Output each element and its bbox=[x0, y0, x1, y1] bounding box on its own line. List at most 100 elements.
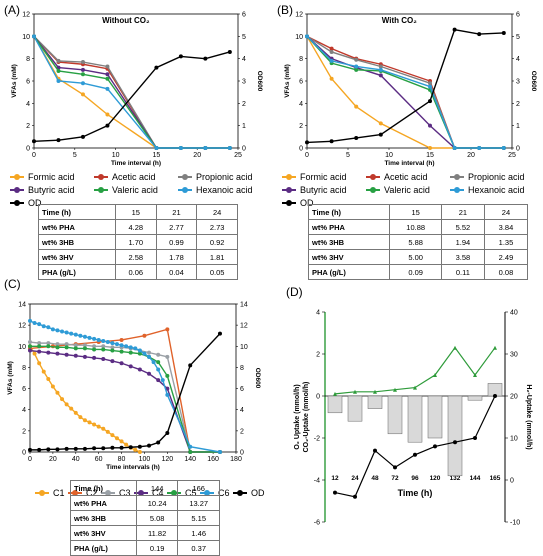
legend-label: OD bbox=[251, 488, 265, 498]
series-line-od bbox=[33, 51, 231, 142]
data-point bbox=[110, 345, 115, 350]
table-cell: 3.84 bbox=[483, 219, 529, 235]
data-point bbox=[227, 49, 232, 54]
table-row: wt% PHA 10.88 5.52 3.84 bbox=[307, 219, 529, 235]
y-tick-label: 0 bbox=[299, 146, 303, 153]
table-cell: 24 bbox=[483, 204, 529, 220]
data-point bbox=[373, 448, 377, 453]
legend-label: Valeric acid bbox=[112, 185, 158, 195]
bar bbox=[447, 395, 463, 477]
bar bbox=[467, 395, 483, 401]
data-point bbox=[154, 65, 159, 70]
data-point bbox=[137, 351, 142, 356]
data-point bbox=[329, 46, 334, 51]
table-cell: 5.08 bbox=[135, 510, 179, 526]
data-point bbox=[119, 343, 124, 348]
y2-tick-label: 2 bbox=[516, 101, 520, 108]
y2-tick-label: 10 bbox=[510, 436, 518, 443]
data-point bbox=[101, 356, 106, 361]
y2-tick-label: 6 bbox=[242, 12, 246, 19]
data-point bbox=[46, 377, 51, 382]
table-cell: 0.05 bbox=[196, 264, 238, 280]
data-point bbox=[110, 348, 115, 353]
y2-tick-label: 14 bbox=[240, 302, 248, 309]
data-point bbox=[156, 360, 161, 365]
data-point bbox=[114, 436, 119, 441]
data-point bbox=[41, 324, 46, 329]
table-cell: PHA (g/L) bbox=[70, 540, 137, 556]
data-point bbox=[80, 92, 85, 97]
y-tick-label: 2 bbox=[22, 428, 26, 435]
data-point bbox=[73, 346, 78, 351]
data-point bbox=[101, 426, 106, 431]
data-point bbox=[160, 378, 165, 383]
table-cell: 0.37 bbox=[177, 540, 220, 556]
data-point bbox=[64, 345, 69, 350]
y2-tick-label: 1 bbox=[242, 123, 246, 130]
legend-item: Acetic acid bbox=[94, 172, 156, 182]
table-cell: wt% PHA bbox=[38, 219, 116, 235]
pha-table-b: Time (h) 15 21 24 wt% PHA 10.88 5.52 3.84 wt% 3H… bbox=[307, 204, 529, 280]
table-cell: 5.15 bbox=[177, 510, 220, 526]
data-point bbox=[56, 68, 61, 73]
series-line-c6 bbox=[29, 320, 221, 453]
table-header-row: Time (h) 15 21 24 bbox=[38, 204, 238, 220]
data-point bbox=[378, 73, 383, 78]
y2-axis-label: H₂-Uptake (mmol/h) bbox=[525, 384, 532, 449]
data-point bbox=[428, 146, 432, 150]
series-line-propionic-acid bbox=[306, 35, 504, 149]
legend-label: Formic acid bbox=[28, 172, 75, 182]
data-point bbox=[119, 439, 124, 444]
data-point bbox=[119, 361, 124, 366]
data-point bbox=[80, 81, 85, 86]
y2-tick-label: 30 bbox=[510, 352, 518, 359]
y2-axis-label: OD600 bbox=[254, 368, 261, 389]
table-cell: 0.09 bbox=[389, 264, 442, 280]
data-point bbox=[453, 345, 457, 350]
legend-item: OD bbox=[10, 198, 42, 208]
x-tick-label: 48 bbox=[371, 475, 379, 482]
x-tick-label: 120 bbox=[161, 456, 173, 463]
data-point bbox=[137, 444, 142, 449]
data-point bbox=[329, 49, 334, 54]
table-cell: 1.81 bbox=[196, 249, 238, 265]
y-axis-label: VFAs (mM) bbox=[284, 64, 291, 98]
series-line-od bbox=[306, 28, 504, 144]
data-point bbox=[188, 444, 193, 449]
y-tick-label: 14 bbox=[18, 302, 26, 309]
data-point bbox=[46, 344, 51, 349]
x-tick-label: 12 bbox=[331, 475, 339, 482]
data-point bbox=[69, 331, 74, 336]
x-tick-label: 25 bbox=[508, 152, 516, 159]
data-point bbox=[378, 64, 383, 69]
data-point bbox=[110, 341, 115, 346]
bar bbox=[327, 395, 343, 414]
data-point bbox=[156, 440, 161, 445]
legend-item: Valeric acid bbox=[366, 185, 430, 195]
legend-swatch bbox=[450, 187, 464, 193]
data-point bbox=[128, 364, 133, 369]
data-point bbox=[477, 32, 482, 37]
table-row: wt% 3HB 1.70 0.99 0.92 bbox=[38, 234, 238, 250]
data-point bbox=[37, 447, 42, 452]
data-point bbox=[227, 146, 232, 150]
y-tick-label: -4 bbox=[314, 478, 320, 485]
bar bbox=[367, 395, 383, 409]
data-point bbox=[413, 385, 417, 390]
data-point bbox=[124, 344, 129, 349]
data-point bbox=[55, 328, 60, 333]
y-tick-label: 4 bbox=[22, 407, 26, 414]
data-point bbox=[147, 443, 152, 448]
data-point bbox=[452, 146, 457, 150]
table-cell: 1.35 bbox=[483, 234, 529, 250]
legend-label: OD bbox=[28, 198, 42, 208]
table-cell: 3.58 bbox=[440, 249, 485, 265]
data-point bbox=[203, 146, 208, 150]
legend-item: Hexanoic acid bbox=[178, 185, 253, 195]
y2-tick-label: 12 bbox=[240, 323, 248, 330]
legend-b: Formic acid Acetic acid Propionic acid Buty… bbox=[282, 172, 542, 212]
legend-label: Hexanoic acid bbox=[468, 185, 525, 195]
table-cell: wt% PHA bbox=[307, 219, 391, 235]
x-tick-label: 0 bbox=[28, 456, 32, 463]
